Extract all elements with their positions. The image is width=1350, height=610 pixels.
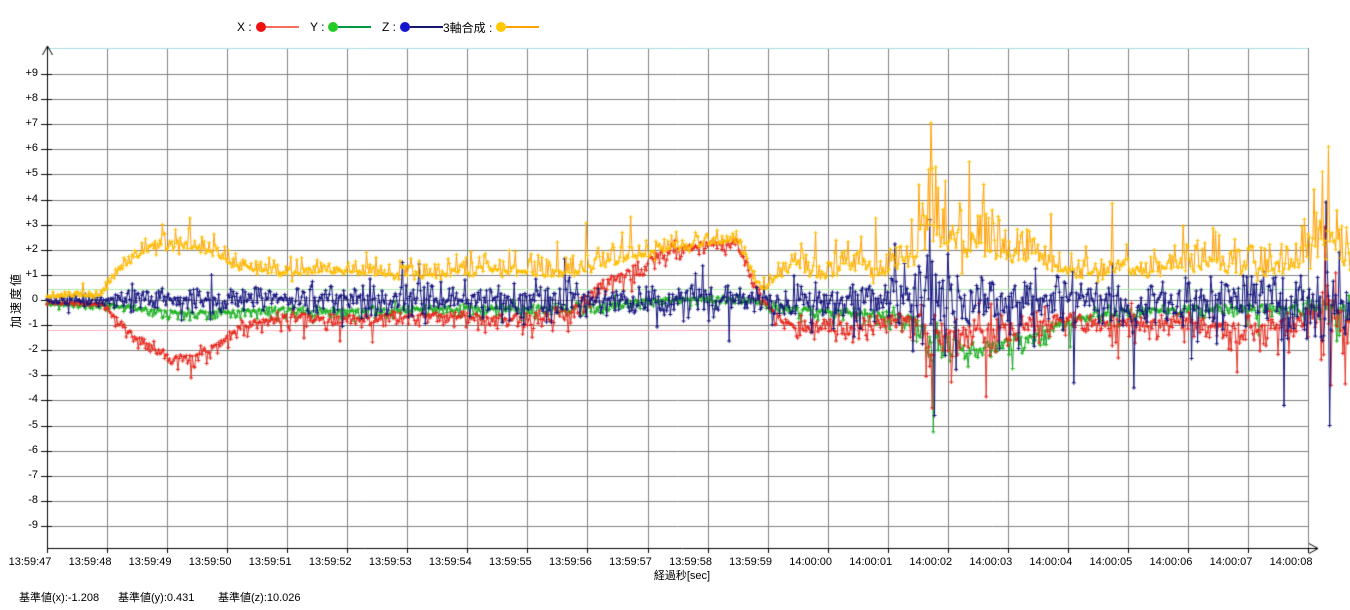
x-tick-label: 14:00:04	[1029, 556, 1073, 568]
x-axis-title: 経過秒[sec]	[653, 570, 711, 582]
legend-line-swatch-y	[338, 26, 372, 28]
legend-dot-icon-y	[328, 22, 339, 32]
y-tick-label: +2	[25, 242, 38, 255]
baseline-y-value: 基準値(y):0.431	[118, 592, 195, 604]
y-tick-label: +8	[25, 92, 38, 105]
y-tick-label: -2	[28, 343, 38, 356]
legend: X : Y : Z : 3軸合成 :	[0, 18, 1350, 38]
x-tick-label: 13:59:54	[428, 556, 472, 568]
y-tick-label: -3	[28, 368, 38, 381]
y-tick-label: -1	[28, 318, 38, 331]
y-tick-label: -5	[28, 418, 38, 431]
y-tick-label: -8	[28, 493, 38, 506]
y-tick-label: +9	[25, 67, 38, 79]
x-tick-label: 13:59:53	[368, 556, 412, 568]
x-tick-label: 13:59:59	[729, 556, 772, 568]
legend-label-y: Y :	[310, 20, 325, 34]
legend-line-swatch-composite	[506, 26, 540, 28]
x-tick-label: 14:00:07	[1209, 556, 1253, 568]
x-tick-label: 13:59:56	[549, 556, 592, 568]
y-tick-label: +6	[25, 142, 38, 155]
y-tick-label: +3	[25, 217, 38, 230]
legend-dot-icon-composite	[496, 22, 507, 32]
y-tick-label: -7	[28, 468, 38, 481]
y-tick-label: -9	[28, 518, 38, 531]
legend-item-composite: 3軸合成 :	[443, 18, 540, 36]
y-tick-label: 0	[31, 293, 38, 305]
x-tick-label: 13:59:47	[8, 556, 52, 568]
x-tick-label: 14:00:06	[1149, 556, 1193, 568]
y-tick-label: -6	[28, 443, 38, 456]
x-tick-label: 14:00:01	[849, 556, 893, 568]
x-tick-label: 14:00:03	[969, 556, 1013, 568]
y-tick-label: +7	[25, 117, 38, 130]
x-tick-label: 13:59:51	[248, 556, 292, 568]
legend-item-z: Z :	[382, 18, 443, 36]
legend-item-x: X :	[237, 18, 299, 36]
y-tick-label: +5	[25, 167, 38, 180]
x-tick-label: 14:00:00	[789, 556, 833, 568]
legend-line-swatch-z	[410, 26, 443, 28]
y-tick-label: +1	[25, 267, 38, 280]
x-tick-label: 13:59:57	[609, 556, 652, 568]
legend-label-composite: 3軸合成 :	[443, 20, 493, 35]
x-tick-label: 14:00:02	[909, 556, 953, 568]
legend-dot-icon-z	[400, 22, 410, 32]
y-axis-title: 加速度値	[9, 272, 23, 329]
x-tick-label: 13:59:55	[488, 556, 532, 568]
baseline-z-value: 基準値(z):10.026	[218, 592, 301, 604]
legend-item-y: Y :	[310, 18, 372, 36]
legend-line-swatch-x	[265, 26, 299, 28]
x-tick-label: 13:59:58	[669, 556, 712, 568]
baseline-annotations: 基準値(x):-1.208 基準値(y):0.431 基準値(z):10.026	[0, 589, 1350, 605]
legend-dot-icon-x	[255, 22, 266, 32]
baseline-x-value: 基準値(x):-1.208	[19, 592, 100, 604]
x-tick-label: 14:00:08	[1269, 556, 1313, 568]
y-tick-label: -4	[28, 393, 38, 406]
y-tick-label: +4	[25, 192, 38, 205]
x-tick-label: 13:59:52	[308, 556, 352, 568]
x-tick-label: 13:59:49	[128, 556, 172, 568]
x-tick-label: 14:00:05	[1089, 556, 1133, 568]
legend-label-x: X :	[237, 20, 252, 34]
legend-label-z: Z :	[382, 20, 396, 34]
x-tick-label: 13:59:50	[188, 556, 232, 568]
x-tick-label: 13:59:48	[68, 556, 112, 568]
